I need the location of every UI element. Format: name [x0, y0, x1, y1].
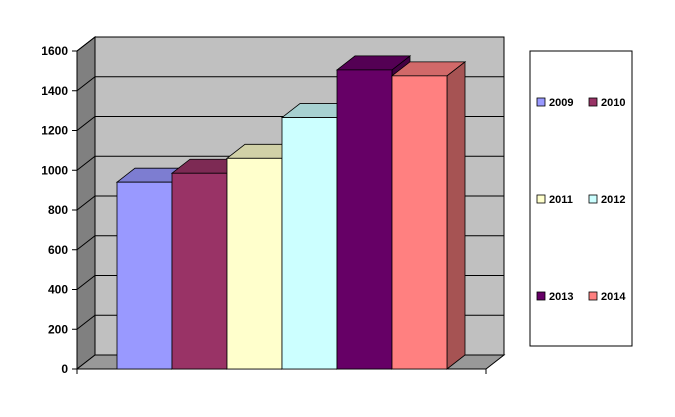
legend-box [529, 50, 633, 347]
bar-front [336, 69, 393, 370]
legend-swatch [588, 194, 598, 204]
y-tick-label: 1400 [41, 84, 68, 98]
y-tick-label: 1600 [41, 44, 68, 58]
legend-item-2011: 2011 [536, 194, 573, 206]
bar-front [171, 172, 228, 370]
legend-item-2013: 2013 [536, 291, 573, 303]
legend-swatch [536, 291, 546, 301]
bar-side [446, 61, 466, 370]
legend-label: 2011 [549, 194, 573, 206]
bar-front [391, 75, 448, 370]
y-tick-label: 400 [48, 283, 68, 297]
bar-2014 [390, 61, 467, 370]
legend-item-2010: 2010 [588, 97, 625, 109]
bar-front [116, 181, 173, 370]
legend-label: 2014 [601, 291, 626, 303]
legend-item-2012: 2012 [588, 194, 625, 206]
legend-label: 2012 [601, 194, 625, 206]
y-axis: 0 200 400 600 800 1000 1200 1400 1600 [41, 44, 487, 376]
legend-label: 2010 [601, 97, 625, 109]
legend-item-2009: 2009 [536, 97, 573, 109]
legend-label: 2009 [549, 97, 573, 109]
y-tick-label: 0 [61, 362, 68, 376]
y-tick-label: 1000 [41, 163, 68, 177]
legend-item-2014: 2014 [588, 291, 626, 303]
y-tick-label: 1200 [41, 124, 68, 138]
legend-swatch [536, 194, 546, 204]
chart-bars [115, 55, 467, 370]
bar-front [226, 157, 283, 370]
gridline [76, 36, 504, 52]
legend-swatch [588, 97, 598, 107]
y-tick-label: 800 [48, 203, 68, 217]
legend-label: 2013 [549, 291, 573, 303]
legend-swatch [536, 97, 546, 107]
y-tick-label: 200 [48, 322, 68, 336]
bar-front [281, 117, 338, 370]
chart-legend: 2009 2010 2011 2012 2013 2014 [529, 50, 633, 347]
y-tick-label: 600 [48, 243, 68, 257]
legend-swatch [588, 291, 598, 301]
